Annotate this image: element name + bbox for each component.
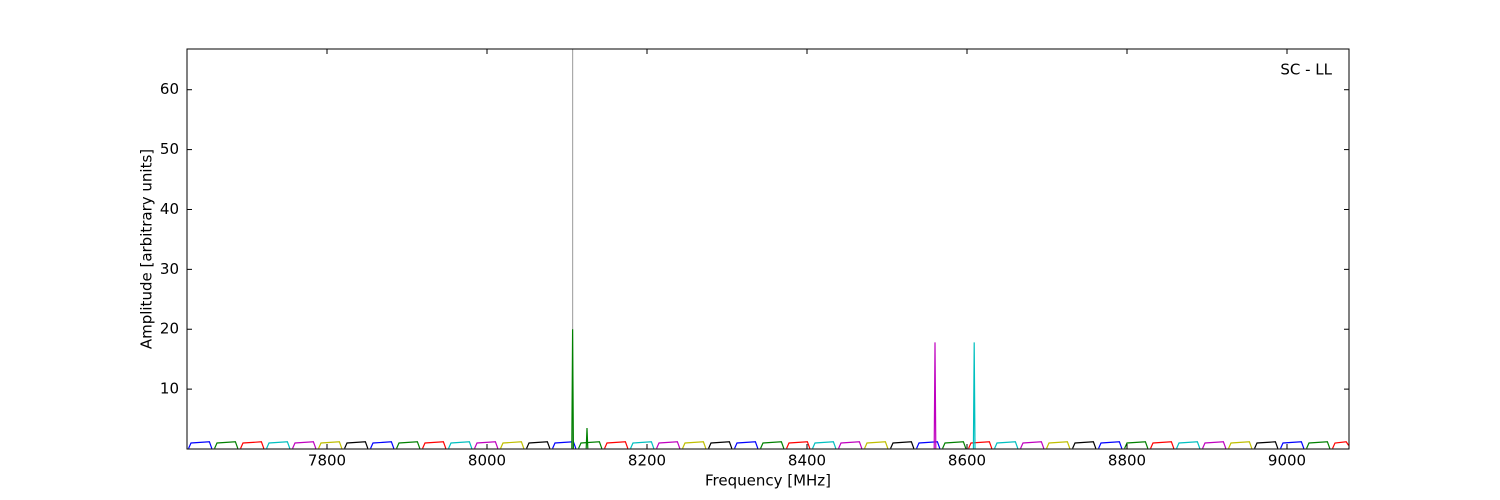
y-tick-label: 40 — [160, 200, 179, 218]
y-tick-label: 20 — [160, 320, 179, 338]
y-tick-label: 30 — [160, 260, 179, 278]
series-line — [571, 329, 589, 449]
series-line — [933, 342, 937, 449]
y-tick-label: 50 — [160, 140, 179, 158]
series-line — [344, 441, 1279, 449]
series-line — [240, 441, 1349, 449]
x-tick-label: 8600 — [948, 452, 986, 470]
series-line — [292, 441, 1227, 449]
series-line — [318, 441, 1253, 449]
y-tick-label: 10 — [160, 380, 179, 398]
series-line — [214, 441, 1331, 449]
x-axis-label: Frequency [MHz] — [705, 472, 831, 490]
x-tick-label: 8400 — [788, 452, 826, 470]
y-axis-label: Amplitude [arbitrary units] — [138, 149, 156, 349]
axes-frame — [186, 48, 1350, 450]
annotation: SC - LL — [1280, 61, 1332, 79]
plot-area — [188, 49, 1349, 449]
series-line — [266, 441, 1201, 449]
x-tick-label: 8000 — [468, 452, 506, 470]
series-line — [188, 441, 1305, 449]
x-tick-label: 9000 — [1268, 452, 1306, 470]
x-tick-label: 8800 — [1108, 452, 1146, 470]
x-tick-label: 8200 — [628, 452, 666, 470]
x-tick-label: 7800 — [308, 452, 346, 470]
y-tick-label: 60 — [160, 80, 179, 98]
series-line — [972, 342, 976, 449]
